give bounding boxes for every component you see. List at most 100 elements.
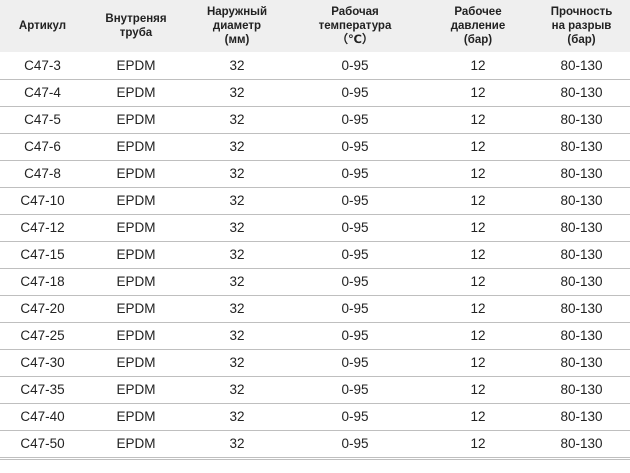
table-cell: 80-130 (560, 382, 603, 397)
table-cell: 0-95 (341, 139, 369, 154)
table-cell: 32 (229, 247, 245, 262)
table-cell: C47-35 (20, 382, 65, 397)
table-cell: 80-130 (560, 57, 603, 73)
table-cell: EPDM (116, 139, 156, 154)
table-cell: EPDM (116, 247, 156, 262)
table-cell: 0-95 (341, 382, 369, 397)
table-cell: C47-15 (20, 247, 65, 262)
table-cell: 0-95 (341, 436, 369, 451)
column-header-line: Рабочая (331, 6, 379, 18)
column-header-line: Артикул (18, 20, 67, 32)
column-header-line: (мм) (224, 34, 250, 46)
column-header-line: Наружный (206, 6, 268, 18)
table-cell: EPDM (116, 301, 156, 316)
table-cell: 32 (229, 382, 245, 397)
table-cell: 32 (229, 112, 245, 127)
column-header-line: диаметр (212, 20, 262, 32)
column-header: Внутреняя труба (85, 0, 187, 52)
table-cell: 80-130 (560, 247, 603, 262)
table-cell: 12 (470, 57, 486, 73)
table-cell: 32 (229, 85, 245, 100)
table-cell: 32 (229, 355, 245, 370)
table-bottom-rule (0, 459, 630, 460)
table-cell: C47-10 (20, 193, 65, 208)
table-cell: 80-130 (560, 301, 603, 316)
table-row: C47-40 EPDM 32 0-95 12 80-130 (0, 403, 630, 430)
table-row: C47-4 EPDM 32 0-95 12 80-130 (0, 79, 630, 106)
column-header-line: (бар) (567, 34, 596, 46)
table-cell: 12 (470, 409, 486, 424)
table-row: C47-8 EPDM 32 0-95 12 80-130 (0, 160, 630, 187)
table-row: C47-18 EPDM 32 0-95 12 80-130 (0, 268, 630, 295)
table-cell: 80-130 (560, 220, 603, 235)
table-cell: C47-5 (24, 112, 61, 127)
column-header: Рабочая температура （℃） (287, 0, 423, 52)
column-header-line: на разрыв (551, 20, 612, 32)
table-cell: 80-130 (560, 139, 603, 154)
table-cell: 0-95 (341, 301, 369, 316)
table-row: C47-30 EPDM 32 0-95 12 80-130 (0, 349, 630, 376)
table-cell: 0-95 (341, 193, 369, 208)
table-cell: 12 (470, 436, 486, 451)
table-header: Артикул Внутреняя труба Наружный диаметр (мм)… (0, 0, 630, 52)
table-row: C47-20 EPDM 32 0-95 12 80-130 (0, 295, 630, 322)
column-header-line: (бар) (463, 34, 493, 46)
table-cell: 12 (470, 328, 486, 343)
table-row: C47-35 EPDM 32 0-95 12 80-130 (0, 376, 630, 403)
table-row: C47-10 EPDM 32 0-95 12 80-130 (0, 187, 630, 214)
table-cell: 80-130 (560, 355, 603, 370)
table-cell: EPDM (116, 328, 156, 343)
table-cell: 80-130 (560, 193, 603, 208)
table-cell: EPDM (116, 85, 156, 100)
table-cell: 80-130 (560, 112, 603, 127)
table-cell: 0-95 (341, 57, 369, 73)
table-cell: 32 (229, 220, 245, 235)
table-cell: 32 (229, 166, 245, 181)
table-row: C47-12 EPDM 32 0-95 12 80-130 (0, 214, 630, 241)
table-cell: 12 (470, 85, 486, 100)
table-cell: 12 (470, 247, 486, 262)
table-cell: EPDM (116, 382, 156, 397)
table-cell: 32 (229, 409, 245, 424)
table-row: C47-3 EPDM 32 0-95 12 80-130 (0, 52, 630, 79)
spec-table: Артикул Внутреняя труба Наружный диаметр (мм)… (0, 0, 630, 457)
table-cell: 12 (470, 112, 486, 127)
table-cell: EPDM (116, 193, 156, 208)
column-header-line: Прочность (550, 6, 613, 18)
table-cell: 12 (470, 274, 486, 289)
column-header: Наружный диаметр (мм) (187, 0, 287, 52)
table-cell: EPDM (116, 355, 156, 370)
column-header-line: давление (450, 20, 506, 32)
table-cell: EPDM (116, 409, 156, 424)
table-cell: 0-95 (341, 247, 369, 262)
table-cell: EPDM (116, 220, 156, 235)
table-body: C47-3 EPDM 32 0-95 12 80-130 C47-4 EPDM 32 0-95 12… (0, 52, 630, 457)
table-cell: C47-30 (20, 355, 65, 370)
table-cell: 0-95 (341, 166, 369, 181)
table-cell: 80-130 (560, 436, 603, 451)
table-cell: 32 (229, 193, 245, 208)
header-row: Артикул Внутреняя труба Наружный диаметр (мм)… (0, 0, 630, 52)
table-cell: 32 (229, 301, 245, 316)
table-cell: 12 (470, 355, 486, 370)
table-cell: 0-95 (341, 220, 369, 235)
table-cell: C47-4 (24, 85, 61, 100)
table-cell: 12 (470, 193, 486, 208)
table-row: C47-15 EPDM 32 0-95 12 80-130 (0, 241, 630, 268)
column-header: Артикул (0, 0, 85, 52)
table-cell: 32 (229, 274, 245, 289)
column-header: Прочность на разрыв (бар) (533, 0, 630, 52)
table-cell: C47-20 (20, 301, 65, 316)
table-cell: EPDM (116, 112, 156, 127)
table-cell: 0-95 (341, 409, 369, 424)
column-header-line: труба (119, 27, 153, 39)
table-cell: 80-130 (560, 409, 603, 424)
table-cell: 0-95 (341, 328, 369, 343)
table-cell: 0-95 (341, 85, 369, 100)
table-cell: 32 (229, 328, 245, 343)
table-cell: 80-130 (560, 274, 603, 289)
table-cell: 32 (229, 436, 245, 451)
table-cell: 12 (470, 220, 486, 235)
table-row: C47-5 EPDM 32 0-95 12 80-130 (0, 106, 630, 133)
